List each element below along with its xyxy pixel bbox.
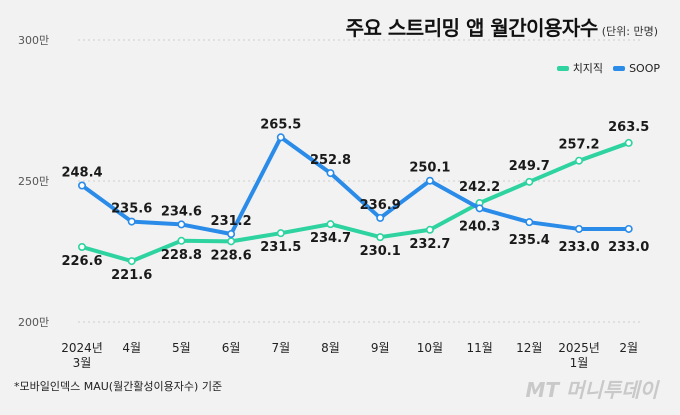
data-label: 248.4: [61, 166, 102, 181]
data-point: [227, 237, 236, 246]
x-tick-label: 7월: [271, 341, 290, 355]
y-tick-label: 250만: [18, 175, 49, 188]
x-tick-label: 2024년 3월: [61, 341, 103, 370]
data-label: 231.2: [211, 214, 252, 229]
data-point: [624, 224, 633, 233]
data-point: [425, 176, 434, 185]
data-point: [127, 257, 136, 266]
x-tick-label: 11월: [466, 341, 492, 355]
data-label: 233.0: [558, 240, 599, 255]
data-label: 265.5: [260, 117, 301, 132]
watermark-logo: MT 머니투데이: [525, 378, 658, 402]
data-point: [326, 169, 335, 178]
data-label: 231.5: [260, 240, 301, 255]
x-tick-label: 9월: [371, 341, 390, 355]
x-tick-label: 4월: [122, 341, 141, 355]
data-point: [376, 233, 385, 242]
data-label: 221.6: [111, 268, 152, 283]
data-point: [475, 204, 484, 213]
data-label: 257.2: [558, 138, 599, 153]
data-point: [376, 213, 385, 222]
data-label: 263.5: [608, 120, 649, 135]
x-tick-label: 10월: [417, 341, 443, 355]
series-line-chzzk: [80, 140, 631, 264]
data-label: 233.0: [608, 240, 649, 255]
data-label: 235.6: [111, 202, 152, 217]
legend-swatch-soop: [613, 65, 626, 71]
unit-label: (단위: 만명): [601, 25, 658, 38]
data-point: [177, 220, 186, 229]
data-label: 232.7: [409, 237, 450, 252]
data-point: [177, 236, 186, 245]
y-tick-label: 200만: [18, 316, 49, 329]
x-tick-label: 8월: [321, 341, 340, 355]
chart-title: 주요 스트리밍 앱 월간이용자수 (단위: 만명): [346, 12, 658, 41]
legend-swatch-chzzk: [556, 65, 569, 71]
footnote: *모바일인덱스 MAU(월간활성이용자수) 기준: [14, 380, 223, 393]
data-point: [227, 230, 236, 239]
data-point: [78, 181, 87, 190]
data-point: [276, 229, 285, 238]
data-point: [624, 138, 633, 147]
x-tick-label: 12월: [516, 341, 542, 355]
legend-label-soop: SOOP: [629, 61, 660, 75]
data-point: [574, 224, 583, 233]
legend-label-chzzk: 치지직: [572, 62, 604, 75]
legend-item-chzzk: 치지직: [556, 60, 604, 76]
legend: 치지직 SOOP: [556, 60, 660, 76]
data-label: 240.3: [459, 219, 500, 234]
data-point: [574, 156, 583, 165]
x-tick-label: 5월: [172, 341, 191, 355]
data-point: [525, 177, 534, 186]
data-label: 252.8: [310, 153, 351, 168]
data-label: 235.4: [509, 233, 550, 248]
series-line-soop: [80, 135, 631, 237]
legend-item-soop: SOOP: [613, 62, 660, 75]
data-label: 228.8: [161, 248, 202, 263]
x-tick-label: 2025년 1월: [558, 341, 600, 370]
y-tick-label: 300만: [18, 34, 49, 47]
data-point: [425, 225, 434, 234]
data-point: [78, 242, 87, 251]
data-label: 242.2: [459, 180, 500, 195]
data-label: 228.6: [211, 248, 252, 263]
data-label: 234.7: [310, 231, 351, 246]
x-tick-label: 6월: [222, 341, 241, 355]
data-point: [276, 133, 285, 142]
data-label: 250.1: [409, 161, 450, 176]
data-label: 234.6: [161, 204, 202, 219]
x-tick-label: 2월: [619, 341, 638, 355]
data-label: 230.1: [360, 244, 401, 259]
data-label: 249.7: [509, 159, 550, 174]
data-point: [326, 220, 335, 229]
data-point: [525, 218, 534, 227]
chart-title-text: 주요 스트리밍 앱 월간이용자수: [345, 16, 599, 40]
data-point: [127, 217, 136, 226]
data-label: 226.6: [61, 254, 102, 269]
data-label: 236.9: [360, 198, 401, 213]
